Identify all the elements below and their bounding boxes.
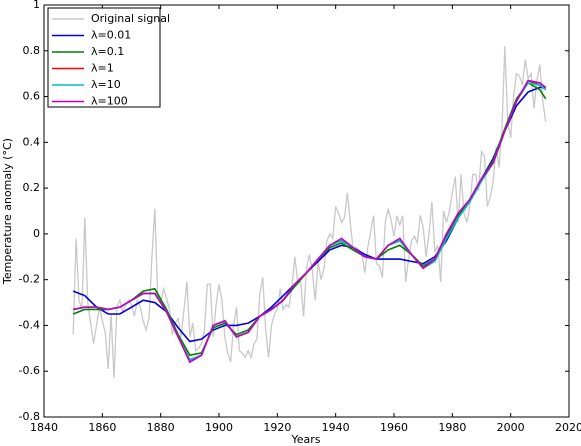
y-tick-label: -0.8 bbox=[19, 410, 40, 423]
series-line bbox=[73, 79, 547, 361]
y-axis-label: Temperature anomaly (°C) bbox=[1, 138, 14, 285]
x-tick-label: 1900 bbox=[205, 421, 233, 434]
legend-label: λ=100 bbox=[91, 95, 128, 108]
legend-label: λ=1 bbox=[91, 62, 114, 75]
x-tick-label: 1960 bbox=[380, 421, 408, 434]
x-tick-label: 1860 bbox=[88, 421, 116, 434]
y-tick-label: 1 bbox=[33, 0, 40, 11]
legend-label: λ=10 bbox=[91, 78, 121, 91]
x-tick-label: 1940 bbox=[322, 421, 350, 434]
x-axis-label: Years bbox=[290, 433, 320, 446]
y-tick-label: 0.2 bbox=[23, 181, 41, 194]
series-line bbox=[72, 46, 547, 379]
legend-label: λ=0.01 bbox=[91, 29, 131, 42]
series-line bbox=[73, 79, 547, 364]
y-tick-label: -0.6 bbox=[19, 364, 40, 377]
legend-label: Original signal bbox=[91, 12, 170, 25]
y-tick-label: 0 bbox=[33, 227, 40, 240]
series-line bbox=[72, 81, 547, 357]
x-tick-label: 1920 bbox=[263, 421, 291, 434]
x-tick-label: 2020 bbox=[555, 421, 581, 434]
plot-frame bbox=[43, 4, 570, 418]
y-tick-label: 0.8 bbox=[23, 44, 41, 57]
y-tick-label: 0.6 bbox=[23, 90, 41, 103]
x-tick-label: 1880 bbox=[147, 421, 175, 434]
y-tick-label: 0.4 bbox=[23, 135, 41, 148]
legend-box bbox=[47, 7, 161, 108]
x-tick-label: 1980 bbox=[438, 421, 466, 434]
series-line bbox=[73, 81, 547, 361]
y-tick-label: -0.2 bbox=[19, 273, 40, 286]
series-line bbox=[72, 86, 546, 343]
y-tick-label: -0.4 bbox=[19, 318, 40, 331]
x-tick-label: 2000 bbox=[497, 421, 525, 434]
legend-label: λ=0.1 bbox=[91, 45, 124, 58]
x-tick-label: 1840 bbox=[30, 421, 58, 434]
